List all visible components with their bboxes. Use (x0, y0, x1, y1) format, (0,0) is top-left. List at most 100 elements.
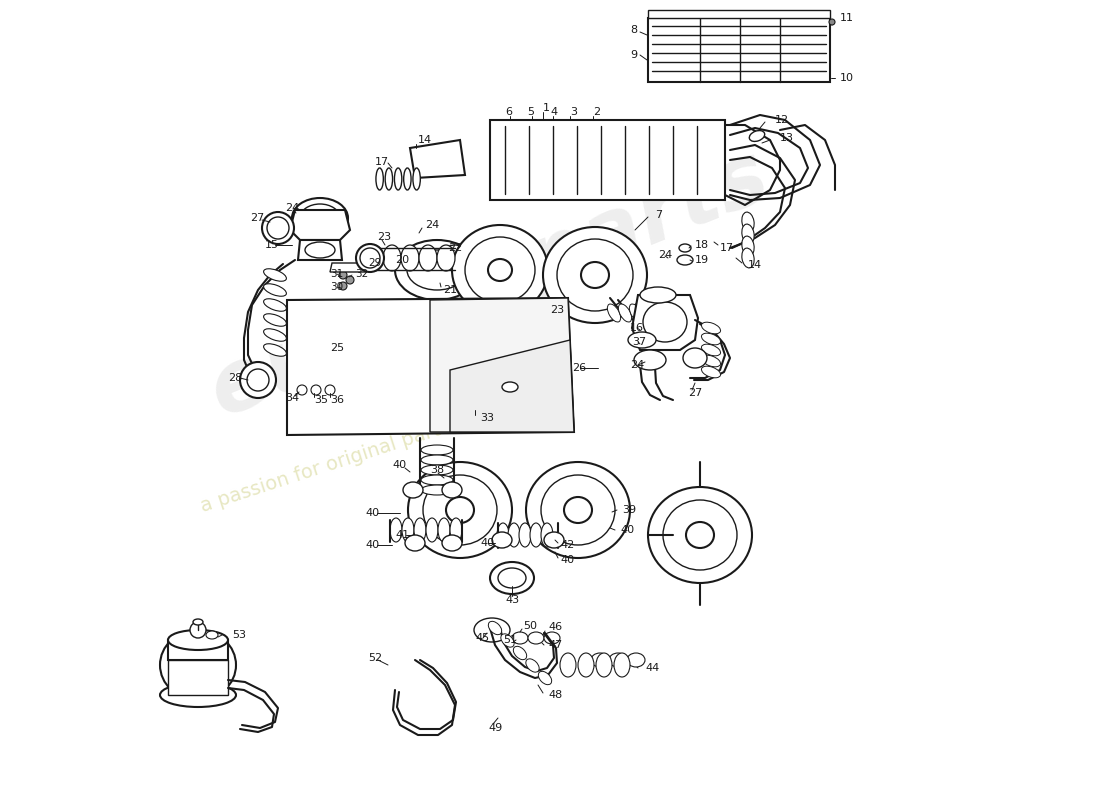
Ellipse shape (609, 653, 627, 667)
Ellipse shape (421, 475, 453, 485)
Ellipse shape (591, 653, 609, 667)
Text: 40: 40 (392, 460, 406, 470)
Text: 28: 28 (228, 373, 242, 383)
Text: 41: 41 (395, 530, 409, 540)
Ellipse shape (488, 622, 502, 634)
Text: 7: 7 (654, 210, 662, 220)
Text: 51: 51 (503, 635, 517, 645)
Ellipse shape (248, 369, 270, 391)
Text: 24: 24 (425, 220, 439, 230)
Ellipse shape (346, 276, 354, 284)
Ellipse shape (360, 248, 379, 268)
Ellipse shape (402, 518, 414, 542)
Ellipse shape (264, 314, 286, 326)
Ellipse shape (408, 462, 512, 558)
Ellipse shape (508, 523, 520, 547)
Text: 4: 4 (550, 107, 557, 117)
Ellipse shape (206, 631, 218, 639)
Polygon shape (290, 210, 350, 240)
Polygon shape (287, 298, 574, 435)
Text: 6: 6 (505, 107, 512, 117)
Ellipse shape (442, 482, 462, 498)
Ellipse shape (395, 240, 478, 300)
Text: 2: 2 (593, 107, 601, 117)
Text: europeparts: europeparts (198, 134, 782, 434)
Text: 19: 19 (695, 255, 710, 265)
Text: 42: 42 (560, 540, 574, 550)
Ellipse shape (543, 227, 647, 323)
Text: 24: 24 (285, 203, 299, 213)
Ellipse shape (474, 618, 510, 642)
Text: 40: 40 (365, 508, 380, 518)
Text: 40: 40 (480, 538, 494, 548)
Text: 22: 22 (448, 243, 462, 253)
Ellipse shape (311, 385, 321, 395)
Ellipse shape (264, 329, 286, 342)
Ellipse shape (741, 212, 755, 232)
Text: 18: 18 (695, 240, 710, 250)
Ellipse shape (292, 198, 348, 238)
Ellipse shape (544, 632, 560, 644)
Polygon shape (168, 660, 228, 695)
Text: 40: 40 (560, 555, 574, 565)
Text: 27: 27 (250, 213, 264, 223)
Ellipse shape (541, 475, 615, 545)
Ellipse shape (426, 518, 438, 542)
Text: 44: 44 (645, 663, 659, 673)
Text: 14: 14 (748, 260, 762, 270)
Ellipse shape (502, 382, 518, 392)
Ellipse shape (528, 632, 544, 644)
Ellipse shape (596, 653, 612, 677)
Text: 15: 15 (265, 240, 279, 250)
Ellipse shape (557, 239, 632, 311)
Ellipse shape (395, 168, 402, 190)
Text: 31: 31 (330, 269, 343, 279)
Ellipse shape (404, 168, 411, 190)
Ellipse shape (264, 344, 286, 356)
Text: 47: 47 (548, 640, 562, 650)
Text: 25: 25 (330, 343, 344, 353)
Ellipse shape (442, 535, 462, 551)
Ellipse shape (421, 445, 453, 455)
Ellipse shape (488, 259, 512, 281)
Text: 49: 49 (488, 723, 503, 733)
Text: 23: 23 (377, 232, 392, 242)
Ellipse shape (437, 245, 455, 271)
Text: 23: 23 (550, 305, 564, 315)
Ellipse shape (443, 245, 468, 265)
Text: 48: 48 (548, 690, 562, 700)
Text: 43: 43 (505, 595, 519, 605)
Ellipse shape (679, 244, 691, 252)
Polygon shape (430, 298, 574, 432)
Ellipse shape (446, 497, 474, 523)
Text: 35: 35 (314, 395, 328, 405)
Text: 52: 52 (368, 653, 382, 663)
Ellipse shape (324, 385, 336, 395)
Ellipse shape (634, 350, 665, 370)
Text: 12: 12 (776, 115, 789, 125)
Ellipse shape (339, 282, 346, 290)
Text: 53: 53 (232, 630, 246, 640)
Ellipse shape (663, 500, 737, 570)
Ellipse shape (160, 630, 236, 700)
Ellipse shape (492, 532, 512, 548)
Ellipse shape (419, 245, 437, 271)
Ellipse shape (450, 518, 462, 542)
Text: 34: 34 (285, 393, 299, 403)
Ellipse shape (498, 568, 526, 588)
Text: 30: 30 (330, 282, 343, 292)
Ellipse shape (686, 522, 714, 548)
Ellipse shape (544, 532, 564, 548)
Ellipse shape (438, 518, 450, 542)
Polygon shape (450, 340, 574, 432)
Ellipse shape (390, 518, 402, 542)
Ellipse shape (267, 217, 289, 239)
Text: 26: 26 (572, 363, 586, 373)
Text: 27: 27 (688, 388, 702, 398)
Ellipse shape (192, 619, 204, 625)
Ellipse shape (526, 659, 539, 672)
Ellipse shape (676, 255, 693, 265)
Ellipse shape (421, 485, 453, 495)
Ellipse shape (829, 19, 835, 25)
Ellipse shape (702, 322, 721, 334)
